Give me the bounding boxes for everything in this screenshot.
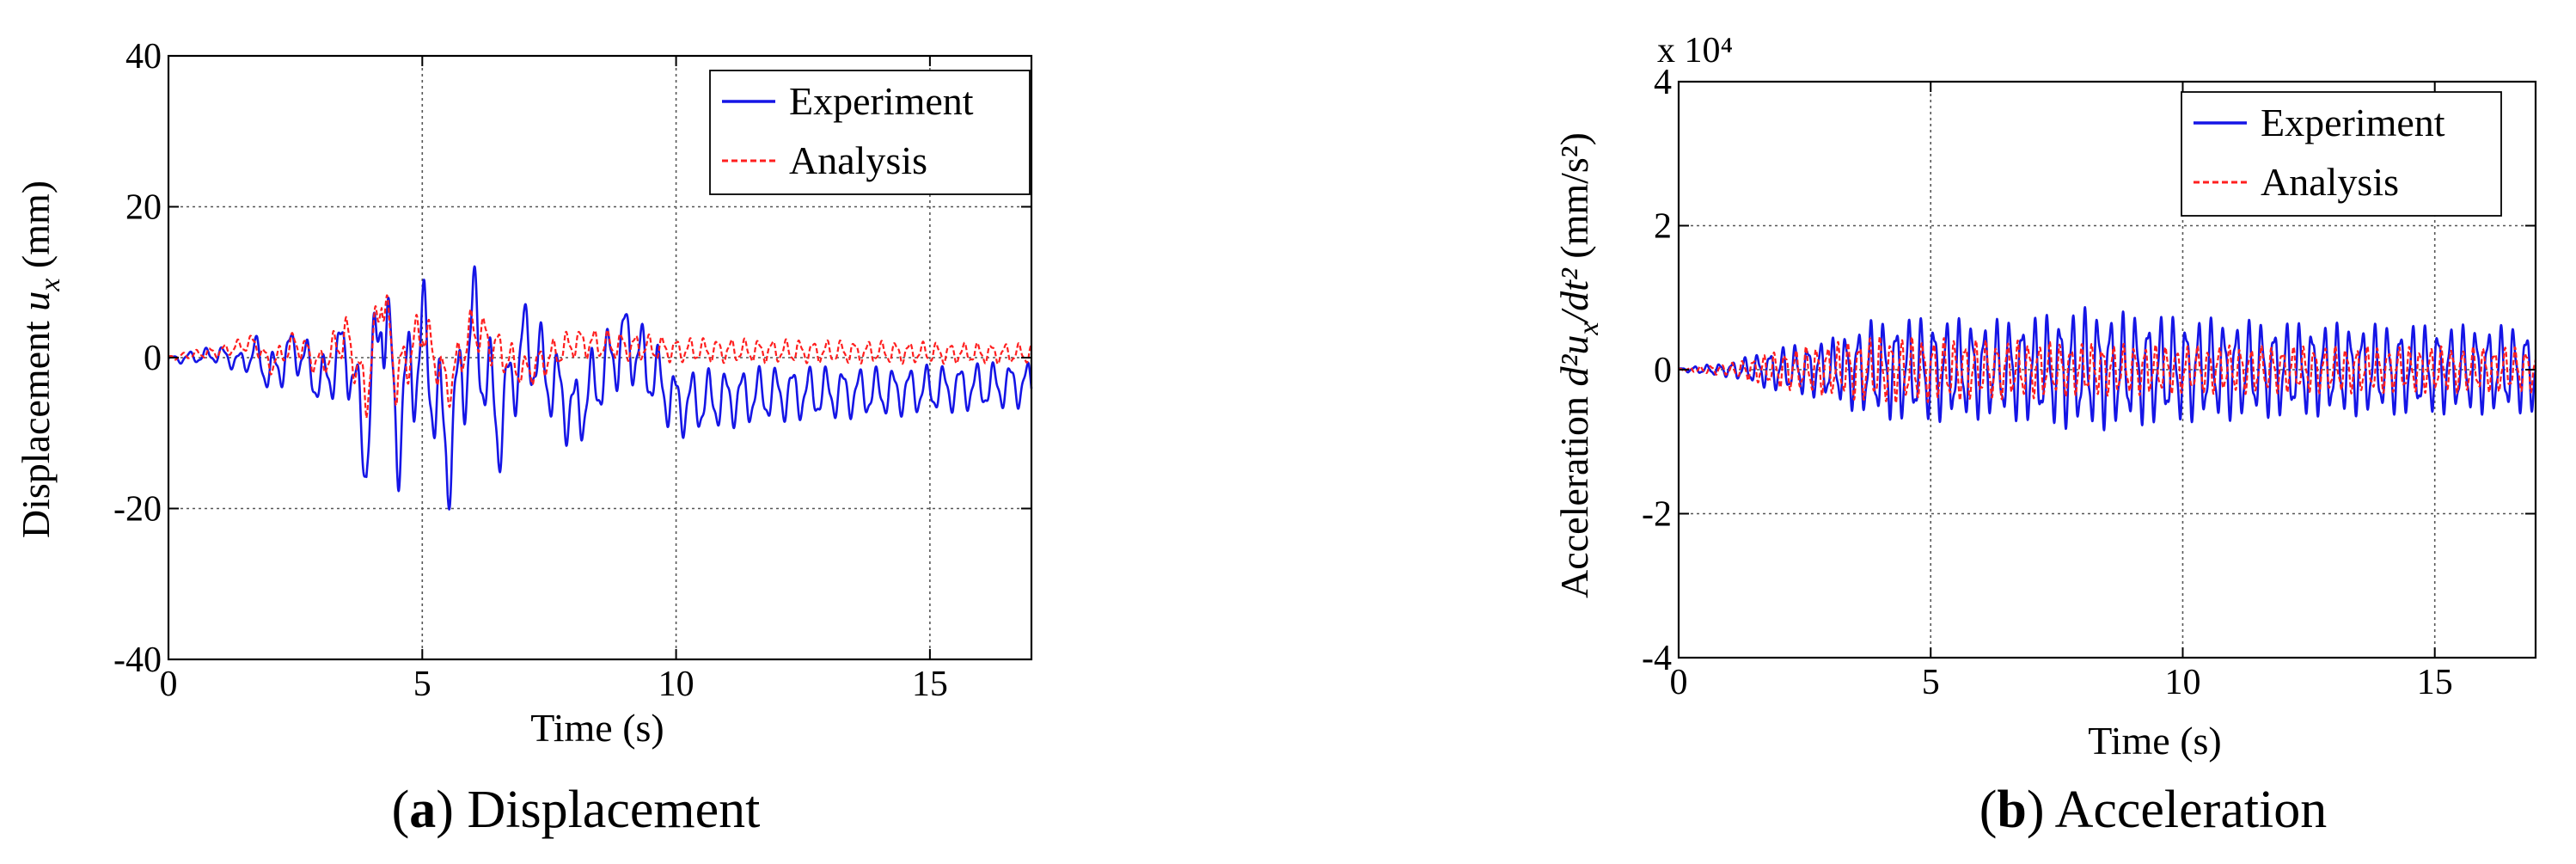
chart-b-ytick-label: 2 [1654,207,1672,247]
chart-b-ytick-label: 0 [1654,351,1672,390]
chart-a-caption-gap [454,781,468,839]
chart-a-series-layer [167,265,1033,511]
chart-b-caption-text: Acceleration [2055,781,2328,839]
chart-b-ylabel-tail: /dt² [1552,267,1596,325]
chart-a-ytick-label: 0 [144,339,162,378]
chart-b-xtick-label: 10 [2164,663,2200,702]
chart-b-legend-analysis: Analysis [2261,160,2399,204]
chart-b-legend-experiment: Experiment [2261,101,2445,144]
chart-b-ylabel-unit: (mm/s²) [1552,132,1596,268]
chart-a-ylabel-var: u [14,291,58,311]
chart-a-xtick-label: 15 [912,665,948,704]
chart-a-grid [168,56,1031,659]
chart-a-legend-analysis: Analysis [789,138,927,182]
chart-a-caption: (a) Displacement [392,781,761,839]
chart-a-ytick-label: 20 [125,188,162,228]
chart-a-ylabel-main: Displacement [14,311,58,538]
chart-a-xtick-label: 10 [658,665,694,704]
chart-b-series-analysis [1678,335,2537,404]
chart-b-legend-box [2181,91,2502,217]
chart-b-series-experiment [1678,306,2537,432]
chart-b-ylabel: Acceleration d²ux/dt² (mm/s²) [1552,132,1605,598]
chart-a-legend-box [709,70,1031,195]
chart-b-ticks: 0 5 10 15 -4 -2 0 2 4 [1642,63,2536,702]
chart-a-ylabel: Displacement ux (mm) [14,181,66,538]
chart-a-legend: Experiment Analysis [709,70,1031,195]
chart-b-caption-gap [2045,781,2055,839]
chart-a-xtick-label: 5 [413,665,431,704]
chart-a-legend-experiment: Experiment [789,79,974,123]
chart-b-xtick-label: 5 [1922,663,1940,702]
chart-a-xlabel: Time (s) [530,706,664,750]
chart-a-ticks: 0 5 10 15 -40 -20 0 20 40 [113,37,1031,704]
chart-b-ylabel-var: d²u [1552,335,1596,387]
chart-a-ytick-label: 40 [125,37,162,77]
chart-b-xtick-label: 0 [1670,663,1688,702]
chart-b-ylabel-main: Acceleration [1552,386,1596,597]
chart-a: 0 5 10 15 -40 -20 0 20 40 Time (s) Displacement … [14,37,1033,839]
chart-b-xtick-label: 15 [2417,663,2453,702]
chart-b-ylabel-sub: x [1573,322,1605,336]
chart-b-caption: (b) Acceleration [1979,781,2328,839]
chart-b-series-layer [1678,306,2537,432]
chart-b-exponent: x 10⁴ [1657,31,1733,70]
chart-b-caption-open: ( [1979,781,1998,839]
chart-b-caption-close: ) [2027,781,2045,839]
chart-a-ytick-label: -20 [113,490,162,530]
chart-a-ytick-label: -40 [113,640,162,680]
chart-a-caption-letter: a [409,781,436,839]
chart-b-caption-letter: b [1997,781,2026,839]
chart-a-caption-open: ( [392,781,410,839]
chart-b-ytick-label: -4 [1642,639,1672,678]
chart-b-ytick-label: -2 [1642,495,1672,535]
chart-a-caption-text: Displacement [467,781,760,839]
chart-a-caption-close: ) [436,781,454,839]
chart-a-series-experiment [167,265,1033,511]
chart-a-ylabel-sub: x [34,279,66,292]
chart-a-xtick-label: 0 [160,665,178,704]
chart-b-ytick-label: 4 [1654,63,1672,102]
chart-b: 0 5 10 15 -4 -2 0 2 4 x 10⁴ Time (s) Acceleratio… [1552,31,2537,839]
chart-a-ylabel-unit: (mm) [14,181,58,279]
chart-b-legend: Experiment Analysis [2181,91,2502,217]
chart-b-xlabel: Time (s) [2088,719,2222,763]
chart-a-series-analysis [168,294,1032,420]
